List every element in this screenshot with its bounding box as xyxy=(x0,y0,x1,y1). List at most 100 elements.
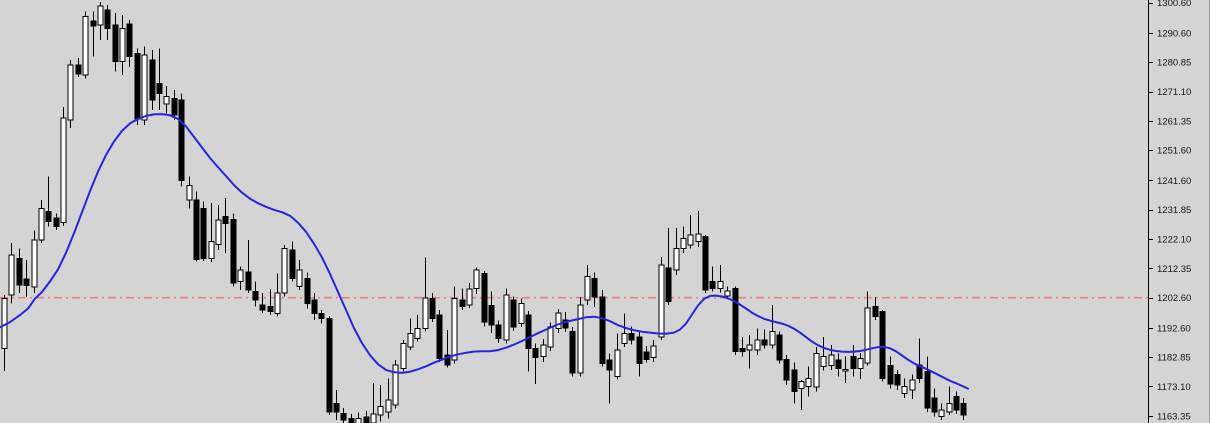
candle-body-bearish xyxy=(606,359,613,371)
candle-body-bearish xyxy=(200,207,207,260)
candle-body-bullish xyxy=(8,254,15,296)
candle-body-bullish xyxy=(695,233,702,243)
candle-body-bearish xyxy=(953,395,960,411)
candle-body-bearish xyxy=(267,306,274,313)
price-axis-label: 1241.60 xyxy=(1157,176,1191,187)
price-axis[interactable]: 1300.60 1290.60 1280.85 1271.10 1261.35 1251.… xyxy=(1148,0,1191,423)
candle-body-bearish xyxy=(171,97,178,116)
candle-body-bullish xyxy=(466,288,473,306)
candle-body-bearish xyxy=(562,319,569,329)
candle-body-bearish xyxy=(894,374,901,386)
candle-body-bullish xyxy=(414,327,421,339)
candle-body-bullish xyxy=(38,207,45,241)
candle-body-bearish xyxy=(525,314,532,349)
candle-body-bullish xyxy=(82,16,89,76)
candle-body-bullish xyxy=(407,333,414,348)
candle-body-bullish xyxy=(186,185,193,201)
candle-body-bearish xyxy=(112,24,119,63)
candle-body-bullish xyxy=(857,357,864,369)
candle-body-bullish xyxy=(938,409,945,418)
candle-body-bearish xyxy=(599,296,606,364)
candle-body-bearish xyxy=(126,23,133,58)
candle-body-bearish xyxy=(960,402,967,416)
candle-body-bearish xyxy=(459,299,466,308)
price-axis-label: 1271.10 xyxy=(1157,87,1191,98)
candle-body-bullish xyxy=(746,344,753,351)
candle-body-bullish xyxy=(864,307,871,364)
candle-body-bullish xyxy=(717,281,724,289)
candle-body-bullish xyxy=(31,239,38,288)
candle-body-bearish xyxy=(16,257,23,286)
candle-body-bearish xyxy=(636,336,643,364)
candle-body-bullish xyxy=(946,402,953,413)
candle-body-bullish xyxy=(909,379,916,391)
candle-body-bearish xyxy=(924,371,931,409)
candle-body-bearish xyxy=(259,304,266,311)
candle-body-bearish xyxy=(481,272,488,323)
price-axis-label: 1251.60 xyxy=(1157,146,1191,157)
candle-body-bearish xyxy=(783,359,790,381)
candle-body-bullish xyxy=(614,349,621,378)
candle-body-bearish xyxy=(222,216,229,224)
candle-body-bullish xyxy=(237,269,244,282)
candle-body-bullish xyxy=(355,417,362,423)
candle-body-bullish xyxy=(370,413,377,423)
candle-body-bearish xyxy=(732,287,739,353)
candle-body-bearish xyxy=(569,331,576,374)
candle-body-bullish xyxy=(392,364,399,406)
candle-body-bearish xyxy=(835,359,842,369)
candle-body-bearish xyxy=(436,314,443,359)
candle-body-bearish xyxy=(628,333,635,341)
candle-body-bullish xyxy=(621,333,628,344)
candle-body-bullish xyxy=(798,381,805,389)
price-axis-label: 1182.85 xyxy=(1157,353,1191,364)
candle-body-bullish xyxy=(842,368,849,372)
candle-body-bearish xyxy=(149,59,156,101)
price-axis-label: 1300.60 xyxy=(1157,0,1191,9)
candle-body-bullish xyxy=(274,292,281,314)
candle-body-bearish xyxy=(776,334,783,361)
candle-body-bearish xyxy=(709,281,716,289)
candle-body-bearish xyxy=(429,298,436,319)
candle-body-bullish xyxy=(60,117,67,224)
candle-body-bullish xyxy=(451,298,458,361)
candle-body-bearish xyxy=(879,311,886,379)
candle-body-bearish xyxy=(665,267,672,303)
candle-body-bullish xyxy=(385,399,392,413)
candle-body-bullish xyxy=(119,27,126,63)
candle-body-bearish xyxy=(872,306,879,318)
candle-body-bearish xyxy=(245,271,252,291)
candle-body-bullish xyxy=(805,377,812,387)
candle-body-bullish xyxy=(769,331,776,346)
candle-body-bearish xyxy=(643,351,650,361)
candle-body-bullish xyxy=(547,326,554,348)
candle-body-bullish xyxy=(503,294,510,341)
candle-body-bearish xyxy=(532,347,539,359)
candle-body-bearish xyxy=(931,397,938,413)
candles-layer xyxy=(1,1,967,423)
candle-body-bullish xyxy=(577,304,584,374)
candle-body-bearish xyxy=(178,99,185,182)
candle-body-bearish xyxy=(311,299,318,314)
candle-body-bearish xyxy=(444,354,451,366)
candle-body-bearish xyxy=(23,278,30,287)
candle-body-bearish xyxy=(193,199,200,260)
candle-body-bullish xyxy=(820,356,827,368)
candle-body-bearish xyxy=(134,52,141,120)
candle-body-bullish xyxy=(584,276,591,301)
candle-body-bearish xyxy=(791,369,798,392)
candle-body-bearish xyxy=(326,317,333,413)
price-axis-label: 1212.35 xyxy=(1157,264,1191,275)
candle-body-bearish xyxy=(104,9,111,29)
candle-body-bullish xyxy=(422,297,429,329)
candle-body-bullish xyxy=(901,385,908,394)
candle-body-bullish xyxy=(658,264,665,338)
candle-body-bearish xyxy=(304,277,311,304)
candle-body-bearish xyxy=(739,347,746,353)
candle-body-bullish xyxy=(724,290,731,297)
candle-body-bearish xyxy=(348,417,355,423)
candle-body-bearish xyxy=(53,217,60,228)
candle-body-bearish xyxy=(488,305,495,326)
candle-body-bearish xyxy=(340,412,347,421)
